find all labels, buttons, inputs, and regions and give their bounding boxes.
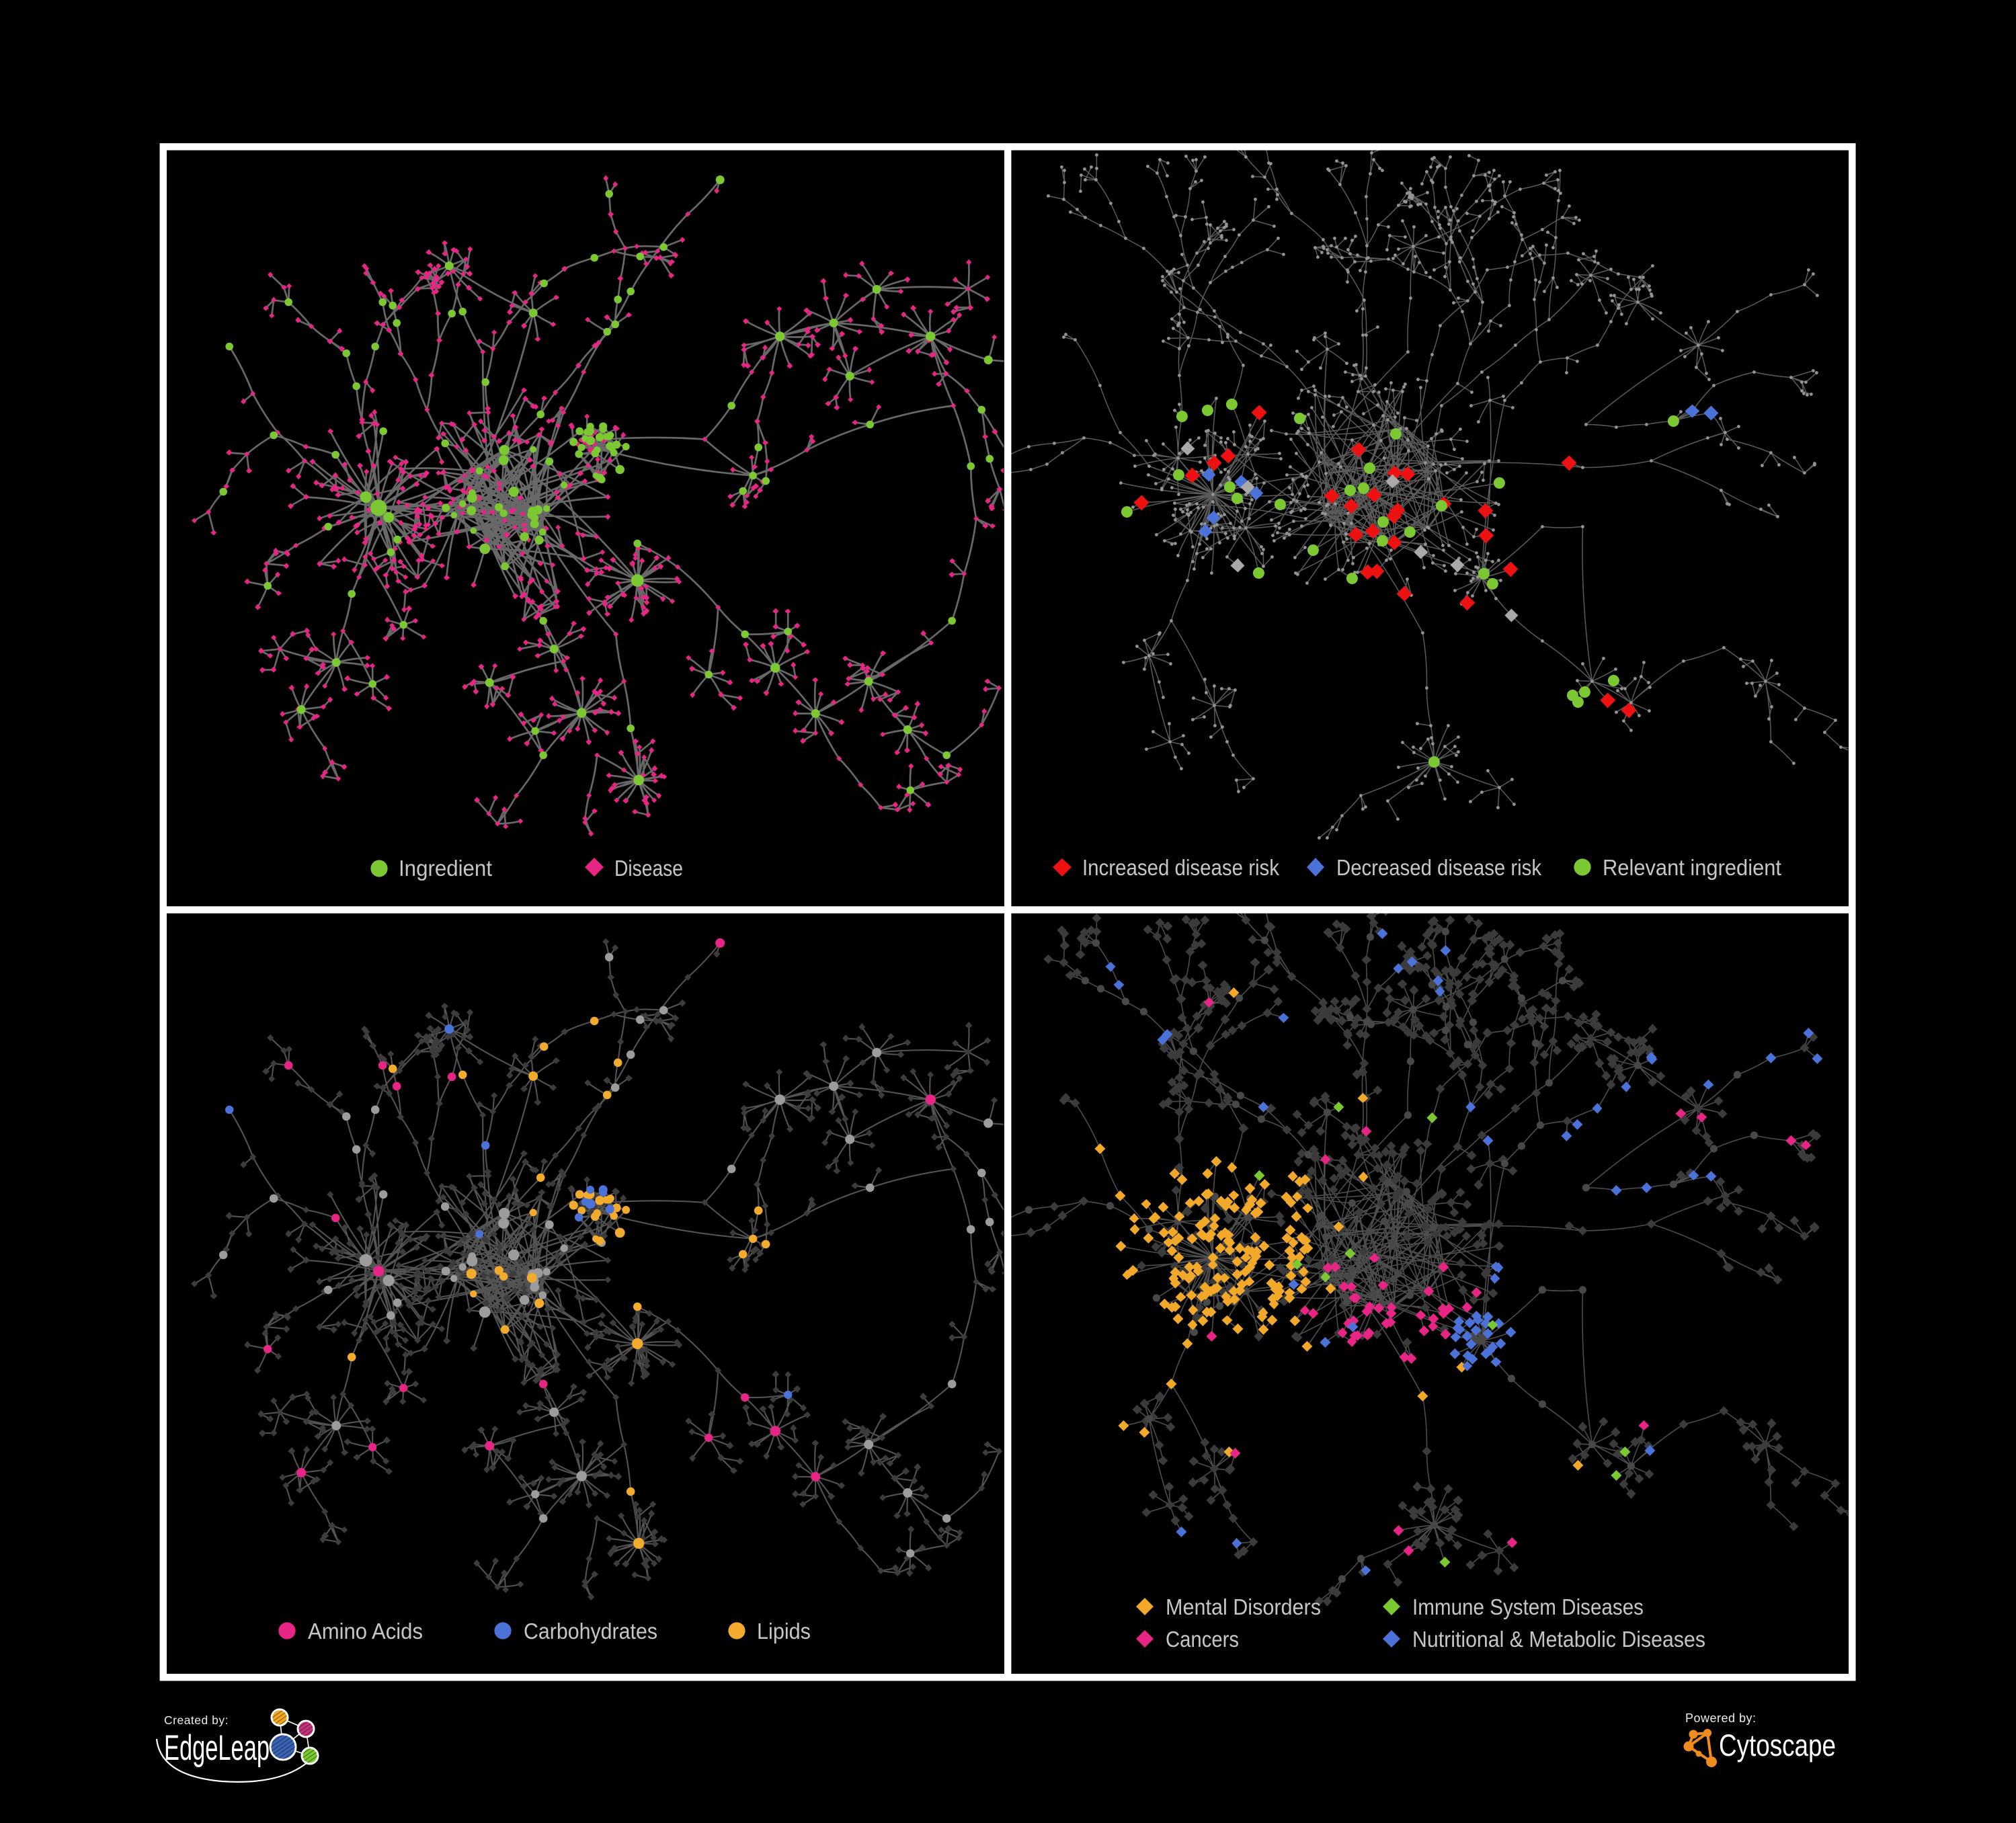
svg-text:Lipids: Lipids: [757, 1619, 811, 1644]
svg-text:Created by:: Created by:: [164, 1713, 229, 1727]
svg-text:Carbohydrates: Carbohydrates: [524, 1619, 657, 1644]
svg-text:Cytoscape: Cytoscape: [1719, 1728, 1836, 1763]
svg-text:Decreased disease risk: Decreased disease risk: [1336, 855, 1541, 880]
svg-text:Amino Acids: Amino Acids: [308, 1619, 423, 1644]
svg-text:Relevant ingredient: Relevant ingredient: [1603, 855, 1781, 880]
svg-text:Cancers: Cancers: [1166, 1627, 1239, 1652]
svg-text:Immune System Diseases: Immune System Diseases: [1412, 1594, 1644, 1619]
svg-text:Nutritional & Metabolic Diseas: Nutritional & Metabolic Diseases: [1412, 1627, 1705, 1652]
svg-text:EdgeLeap: EdgeLeap: [164, 1728, 270, 1768]
svg-text:Increased disease risk: Increased disease risk: [1082, 855, 1279, 880]
svg-text:Powered by:: Powered by:: [1685, 1711, 1757, 1725]
svg-text:Mental Disorders: Mental Disorders: [1166, 1594, 1321, 1619]
svg-text:Ingredient: Ingredient: [399, 856, 492, 881]
svg-text:Disease: Disease: [614, 856, 683, 881]
